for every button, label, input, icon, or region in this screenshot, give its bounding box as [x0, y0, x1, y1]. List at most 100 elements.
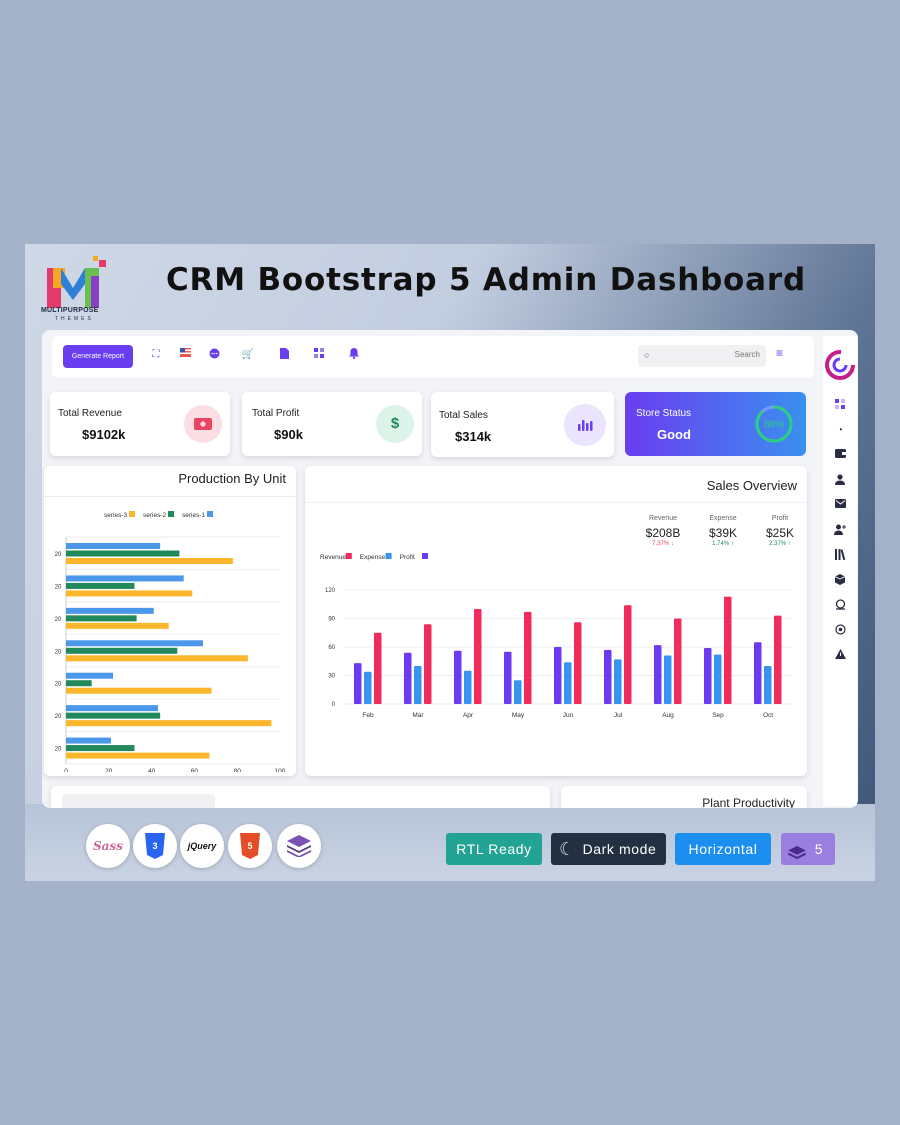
moon-icon: ☾	[559, 839, 576, 859]
fullscreen-icon[interactable]: ⛶	[152, 349, 160, 360]
bar-series-1	[66, 672, 114, 679]
x-tick-label: Feb	[362, 712, 374, 719]
bar-series-1	[66, 543, 161, 549]
kpi-value: $39K	[708, 526, 738, 540]
dashboard-icon[interactable]	[833, 399, 847, 413]
kpi-change: 2.37% ↑	[769, 541, 791, 547]
bar-revenue	[424, 624, 432, 704]
bar-series-1	[66, 705, 159, 712]
bar-expense	[614, 659, 622, 704]
bar-profit	[754, 642, 762, 704]
generate-report-button[interactable]: Generate Report	[63, 345, 133, 368]
bar-expense	[564, 662, 572, 704]
store-status-gauge: 88%	[755, 405, 793, 443]
arrow-up-icon: ↑	[730, 541, 734, 547]
x-tick-label: Apr	[463, 712, 474, 719]
search-icon: ○	[644, 350, 650, 360]
bar-profit	[454, 650, 462, 704]
kpi-label: Profit	[771, 515, 789, 522]
dollar-icon: $	[376, 405, 414, 443]
search-box[interactable]: ○	[638, 345, 766, 367]
x-tick-label: Mar	[412, 712, 424, 719]
right-sidebar: ◔	[823, 336, 857, 806]
divider	[305, 502, 807, 503]
legend-label: Profit	[400, 554, 415, 561]
bar-profit	[504, 651, 512, 704]
stat-value: $9102k	[82, 427, 126, 442]
x-tick-label: May	[512, 712, 525, 719]
mail-icon[interactable]	[833, 499, 847, 513]
bar-series-3	[66, 622, 169, 629]
pie-chart-icon[interactable]: ◔	[836, 425, 844, 436]
us-flag-icon[interactable]	[178, 348, 192, 362]
user-icon[interactable]	[833, 474, 847, 488]
bar-series-2	[66, 615, 137, 622]
bar-expense	[664, 655, 672, 704]
sass-logo: Sass	[86, 824, 130, 868]
top-navbar: Generate Report ⛶ 🛒 ○ ≡	[52, 336, 814, 378]
x-tick-label: 40	[148, 768, 156, 772]
bar-profit	[354, 663, 362, 704]
x-tick-label: 20	[105, 768, 113, 772]
jquery-logo: jQuery	[180, 824, 224, 868]
bottom-left-panel	[51, 786, 550, 808]
kpi-value: $208B	[645, 526, 681, 540]
stat-label: Total Profit	[252, 408, 300, 419]
library-icon[interactable]	[833, 549, 847, 563]
bar-expense	[414, 666, 422, 704]
chat-icon[interactable]	[207, 348, 221, 362]
bar-series-3	[66, 655, 248, 662]
bar-profit	[654, 645, 662, 704]
wallet-icon[interactable]	[833, 449, 847, 463]
bar-revenue	[774, 615, 782, 704]
bar-expense	[714, 654, 722, 704]
logo-name: MULTIPURPOSE	[41, 307, 99, 314]
bar-profit	[704, 647, 712, 704]
settings-icon[interactable]	[833, 624, 847, 638]
kpi-change: 1.74% ↑	[712, 541, 734, 547]
y-tick-label: 20	[55, 714, 62, 720]
bootstrap-logo-icon	[277, 824, 321, 868]
file-icon[interactable]	[277, 348, 291, 362]
brand-logo-icon[interactable]	[823, 348, 857, 382]
legend-label: Revenue	[320, 554, 346, 561]
horizontal-badge: Horizontal	[675, 833, 771, 865]
legend-swatch	[385, 553, 392, 559]
bar-revenue	[674, 618, 682, 704]
menu-icon[interactable]: ≡	[776, 346, 784, 360]
legend-swatch	[129, 511, 135, 517]
warning-icon[interactable]	[833, 649, 847, 663]
columns-icon[interactable]	[312, 348, 326, 362]
kpi-change: 7.37% ↓	[652, 541, 674, 547]
globe-icon[interactable]	[833, 599, 847, 613]
x-tick-label: Sep	[712, 712, 724, 719]
y-tick-label: 20	[55, 649, 62, 655]
bar-expense	[514, 680, 522, 704]
y-tick-label: 20	[55, 617, 62, 623]
bar-series-3	[66, 590, 193, 597]
add-user-icon[interactable]	[833, 524, 847, 538]
bell-icon[interactable]	[347, 348, 361, 362]
bar-revenue	[474, 609, 482, 704]
kpi-value: $25K	[765, 526, 795, 540]
bar-series-3	[66, 687, 212, 694]
stat-value: Good	[657, 427, 691, 442]
x-tick-label: Jul	[614, 712, 623, 719]
y-tick-label: 120	[325, 588, 336, 594]
cart-icon[interactable]: 🛒	[241, 349, 255, 360]
legend-label: series-2	[143, 512, 167, 519]
total-profit-card: Total Profit $90k $	[242, 392, 422, 456]
x-tick-label: Aug	[662, 712, 674, 719]
search-input[interactable]	[680, 350, 760, 359]
stat-value: $314k	[455, 429, 492, 444]
box-icon[interactable]	[833, 574, 847, 588]
bootstrap-version-badge: 5	[781, 833, 835, 865]
kpi-label: Expense	[709, 515, 737, 522]
divider	[44, 496, 296, 497]
logo-subtitle: THEMES	[55, 316, 94, 322]
y-tick-label: 20	[55, 584, 62, 590]
arrow-down-icon: ↓	[670, 541, 674, 547]
bar-series-2	[66, 647, 178, 654]
x-tick-label: 100	[275, 768, 286, 772]
svg-text:3: 3	[152, 841, 157, 851]
